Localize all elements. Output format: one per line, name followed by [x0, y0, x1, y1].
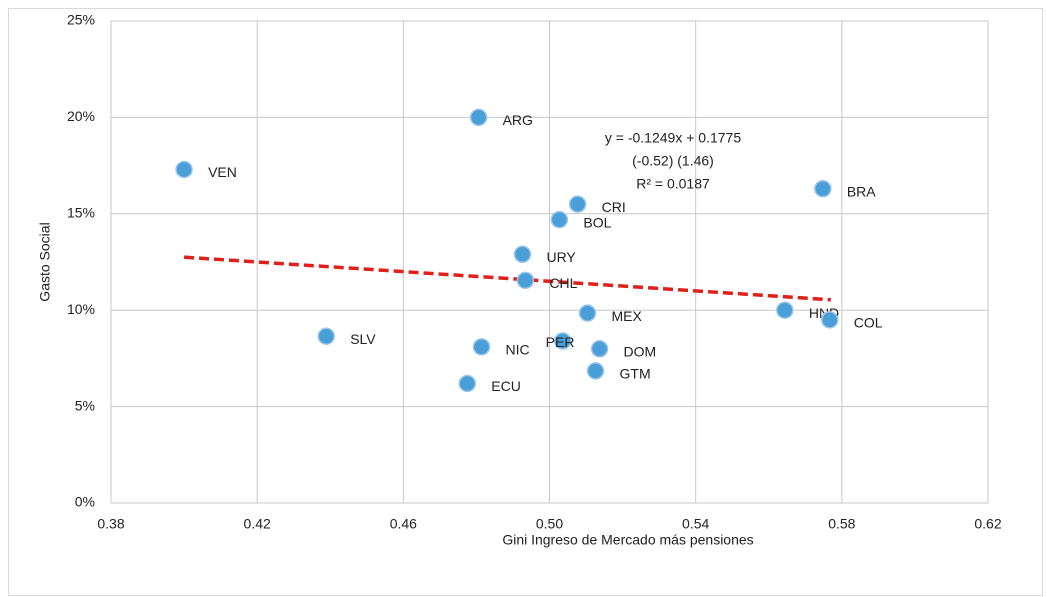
point: [516, 271, 535, 290]
point-label: CHL: [549, 275, 577, 291]
point-label: ECU: [491, 378, 521, 394]
point-label: VEN: [208, 164, 237, 180]
regression-annotation: y = -0.1249x + 0.1775: [605, 130, 741, 146]
trendline: [183, 255, 831, 302]
point: [578, 304, 597, 322]
y-tick-label: 15%: [67, 205, 95, 221]
point-label: BRA: [847, 183, 876, 199]
point: [590, 340, 609, 358]
point-label: COL: [854, 315, 883, 331]
x-axis-label: Gini Ingreso de Mercado más pensiones: [502, 532, 753, 548]
x-tick-label: 0.54: [682, 516, 709, 532]
y-tick-label: 20%: [67, 108, 95, 124]
point: [553, 332, 572, 350]
y-tick-label: 5%: [75, 397, 95, 413]
point: [550, 210, 569, 229]
point: [821, 311, 839, 329]
point-label: ARG: [503, 112, 533, 128]
point: [568, 195, 587, 213]
x-tick-label: 0.42: [244, 516, 271, 532]
point-label: DOM: [624, 343, 657, 359]
y-axis-label: Gasto Social: [37, 222, 53, 301]
y-tick-label: 0%: [75, 494, 95, 510]
regression-annotation: R² = 0.0187: [636, 176, 710, 192]
x-tick-label: 0.46: [390, 516, 417, 532]
point: [317, 327, 335, 345]
x-tick-label: 0.58: [828, 516, 855, 532]
chart-border: [8, 8, 1043, 596]
point: [814, 179, 832, 198]
point: [776, 301, 794, 319]
point: [458, 374, 477, 393]
point: [472, 338, 491, 356]
point-label: PER: [546, 334, 575, 350]
regression-annotation: (-0.52) (1.46): [632, 153, 714, 169]
point: [586, 362, 605, 380]
x-tick-label: 0.50: [536, 516, 563, 532]
point-label: GTM: [620, 366, 651, 382]
point-label: BOL: [583, 214, 611, 230]
y-tick-label: 25%: [67, 12, 95, 28]
point-label: NIC: [506, 342, 530, 358]
point: [469, 108, 488, 127]
point-label: SLV: [350, 331, 376, 347]
point: [175, 160, 193, 179]
point-label: URY: [546, 249, 576, 265]
x-tick-label: 0.38: [97, 516, 124, 532]
point-label: MEX: [612, 308, 643, 324]
point: [513, 245, 532, 264]
x-tick-label: 0.62: [974, 516, 1001, 532]
y-tick-label: 10%: [67, 301, 95, 317]
point-label: CRI: [602, 199, 626, 215]
